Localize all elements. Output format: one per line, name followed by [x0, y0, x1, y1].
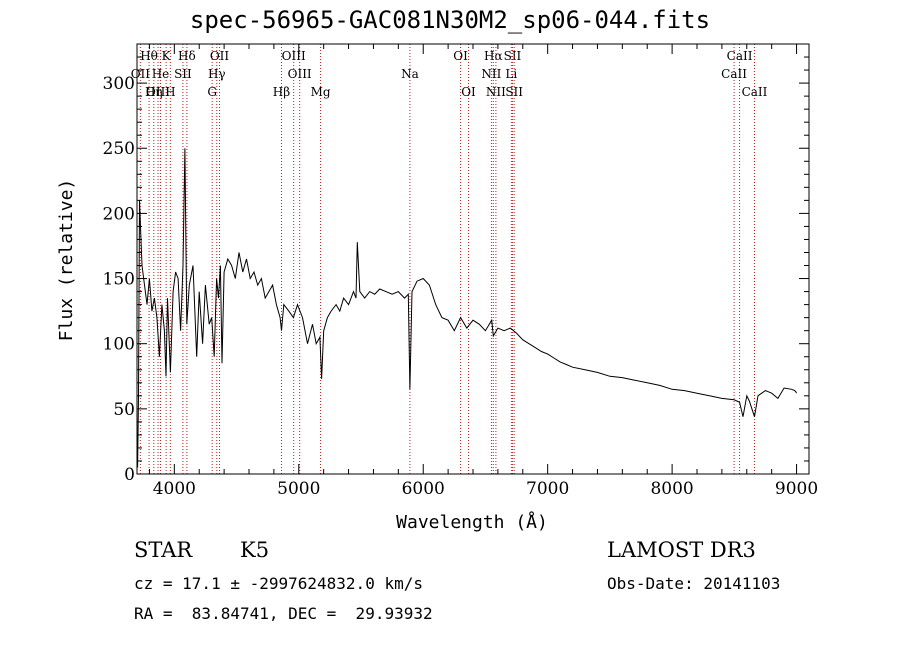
line-label: SII [174, 67, 192, 81]
y-tick-label: 0 [124, 465, 135, 485]
line-label: H [165, 85, 175, 99]
line-label: CaII [742, 85, 768, 99]
line-label: OII [210, 49, 230, 63]
obs-date: Obs-Date: 20141103 [607, 574, 781, 593]
axis-ticks: 4000 5000 6000 7000 8000 9000 0 50 100 150 200 250 3… [103, 44, 818, 499]
line-label: Hγ [208, 67, 226, 81]
object-class: STAR [134, 538, 193, 562]
line-label: OIII [282, 49, 306, 63]
y-tick-label: 100 [103, 335, 135, 355]
line-label: OIII [288, 67, 312, 81]
redshift-cz: cz = 17.1 ± -2997624832.0 km/s [134, 574, 423, 593]
x-tick-label: 6000 [402, 479, 445, 499]
object-subclass: K5 [240, 538, 270, 562]
y-tick-label: 150 [103, 270, 135, 290]
y-tick-label: 250 [103, 139, 135, 159]
line-label: SII [505, 85, 523, 99]
line-label: He [152, 67, 170, 81]
line-label: Li [505, 67, 517, 81]
line-label: CaII [727, 49, 753, 63]
x-tick-label: 8000 [650, 479, 693, 499]
line-label: OI [461, 85, 476, 99]
y-tick-label: 200 [103, 204, 135, 224]
line-label: CaII [721, 67, 747, 81]
line-label: Hα [484, 49, 503, 63]
line-label: Hδ [178, 49, 196, 63]
x-tick-label: 5000 [277, 479, 320, 499]
line-label: Na [401, 67, 419, 81]
survey-name: LAMOST DR3 [607, 538, 756, 562]
line-label: SII [504, 49, 522, 63]
line-label: Hθ [140, 49, 158, 63]
y-tick-label: 50 [113, 400, 135, 420]
x-tick-label: 7000 [526, 479, 569, 499]
y-axis-label: Flux (relative) [56, 179, 77, 342]
emission-line-markers: Hθ OII OIII K He Hη SII H Hδ G OII Hγ OIII OIII Hβ Mg Na… [131, 44, 768, 474]
line-label: K [162, 49, 172, 63]
line-label: OII [131, 67, 151, 81]
line-label: NII [481, 67, 501, 81]
chart-title: spec-56965-GAC081N30M2_sp06-044.fits [189, 6, 711, 34]
coordinates: RA = 83.84741, DEC = 29.93932 [134, 604, 433, 623]
y-tick-label: 300 [103, 74, 135, 94]
spectrum-line [137, 148, 798, 468]
line-label: Hβ [273, 85, 290, 99]
x-tick-label: 9000 [775, 479, 818, 499]
x-tick-label: 4000 [153, 479, 196, 499]
line-label: NII [486, 85, 506, 99]
line-label: Hη [145, 85, 163, 99]
line-label: G [207, 85, 217, 99]
line-label: OIII [146, 85, 170, 99]
line-label: Mg [311, 85, 331, 99]
line-label: OI [453, 49, 468, 63]
x-axis-label: Wavelength (Å) [396, 511, 548, 533]
